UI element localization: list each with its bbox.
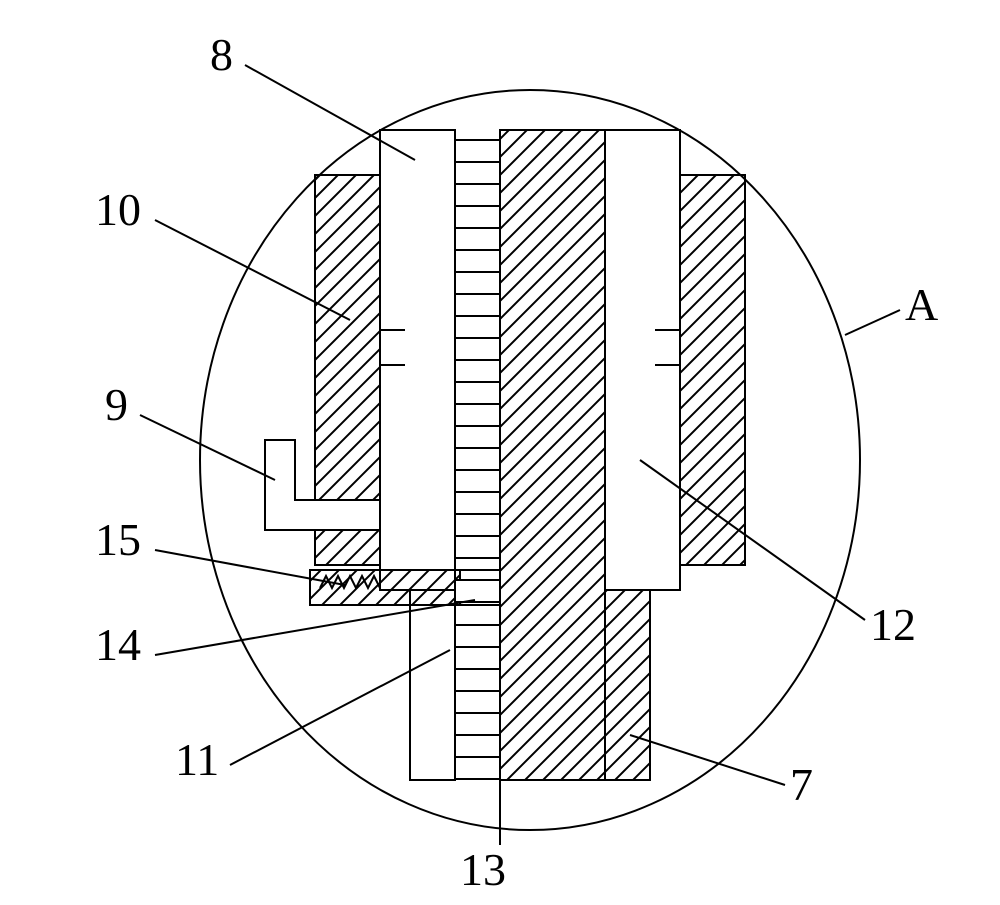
right_lower (605, 590, 650, 780)
label-7: 7 (790, 759, 813, 810)
leader-A (845, 310, 900, 335)
rack-tooth (455, 360, 500, 382)
rack-tooth (455, 757, 500, 779)
left_tab (380, 330, 405, 365)
leader-9 (140, 415, 275, 480)
rack-tooth (455, 272, 500, 294)
rack-tooth (455, 140, 500, 162)
label-10: 10 (95, 184, 141, 235)
bracket_h (295, 500, 380, 530)
label-13: 13 (460, 844, 506, 895)
center_col (500, 130, 605, 780)
leader-7 (630, 735, 785, 785)
bracket_v (265, 440, 295, 530)
rack-tooth (455, 492, 500, 514)
label-12: 12 (870, 599, 916, 650)
rack-tooth (455, 316, 500, 338)
rack-tooth (455, 713, 500, 735)
rack-tooth (455, 228, 500, 250)
label-9: 9 (105, 379, 128, 430)
label-11: 11 (175, 734, 219, 785)
left_lower (410, 590, 455, 780)
label-A: A (905, 279, 938, 330)
label-8: 8 (210, 29, 233, 80)
right_tab (655, 330, 680, 365)
rack-tooth (455, 404, 500, 426)
rack-tooth (455, 580, 500, 602)
rack-tooth (455, 448, 500, 470)
rack-tooth (455, 669, 500, 691)
leader-8 (245, 65, 415, 160)
label-14: 14 (95, 619, 141, 670)
rack-tooth (455, 625, 500, 647)
rack-tooth (455, 536, 500, 558)
right_outer (680, 175, 745, 565)
diagram-canvas: 8 10 9 15 14 11 13 7 12 A (0, 0, 1000, 905)
rack-tooth (455, 184, 500, 206)
label-15: 15 (95, 514, 141, 565)
